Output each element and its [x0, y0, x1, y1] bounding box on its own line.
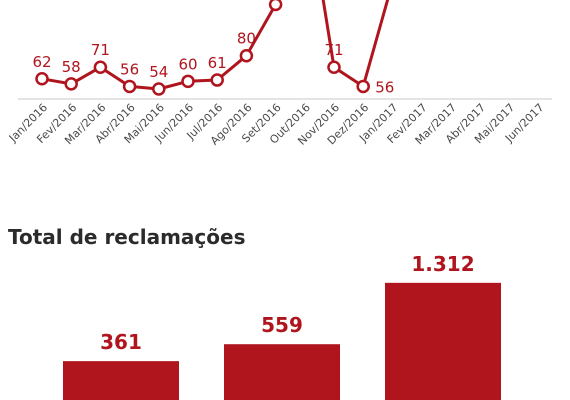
bar-value-label: 559: [261, 313, 303, 337]
line-point: [93, 60, 108, 74]
line-value-label: 80: [237, 30, 256, 48]
line-point: [181, 74, 195, 89]
line-point: [210, 73, 224, 87]
bar: [385, 282, 501, 400]
line-value-label: 60: [178, 55, 197, 73]
line-point: [35, 72, 49, 86]
line-value-label: 58: [62, 58, 81, 76]
line-value-label: 61: [208, 54, 227, 72]
line-point: [268, 0, 283, 12]
line-point: [152, 82, 166, 96]
line-point: [64, 77, 78, 91]
line-value-label: 71: [324, 41, 343, 59]
line-value-label: 56: [375, 78, 394, 96]
line-point: [122, 79, 137, 94]
line-series: [41, 0, 390, 91]
line-value-label: 54: [149, 63, 168, 81]
line-value-label: 71: [91, 41, 110, 59]
line-value-label: 120: [253, 0, 282, 1]
line-point: [327, 60, 341, 74]
bar-value-label: 1.312: [411, 252, 474, 276]
bar-chart-title: Total de reclamações: [8, 225, 245, 249]
line-point: [356, 79, 370, 94]
line-value-label: 56: [120, 60, 139, 78]
line-value-label: 62: [32, 53, 51, 71]
bar-value-label: 361: [100, 330, 142, 354]
bar: [63, 361, 179, 400]
bar: [224, 344, 340, 400]
line-point: [239, 48, 254, 63]
